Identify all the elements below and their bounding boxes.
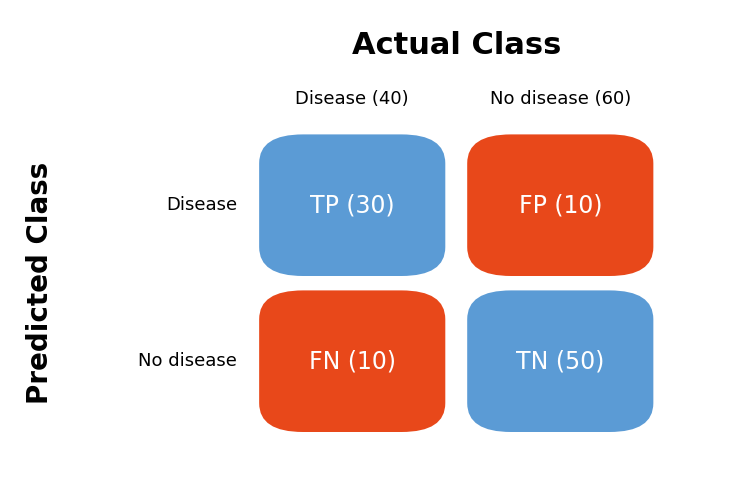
Text: Disease (40): Disease (40) <box>296 90 409 108</box>
FancyBboxPatch shape <box>467 290 653 432</box>
Text: Actual Class: Actual Class <box>352 31 561 60</box>
Text: FN (10): FN (10) <box>309 349 396 373</box>
Text: TN (50): TN (50) <box>516 349 604 373</box>
Text: Disease: Disease <box>166 196 237 214</box>
FancyBboxPatch shape <box>467 134 653 276</box>
Text: FP (10): FP (10) <box>518 193 602 217</box>
FancyBboxPatch shape <box>259 290 445 432</box>
Text: Predicted Class: Predicted Class <box>26 162 54 404</box>
FancyBboxPatch shape <box>259 134 445 276</box>
Text: No disease (60): No disease (60) <box>490 90 631 108</box>
Text: TP (30): TP (30) <box>310 193 394 217</box>
Text: No disease: No disease <box>139 352 237 370</box>
